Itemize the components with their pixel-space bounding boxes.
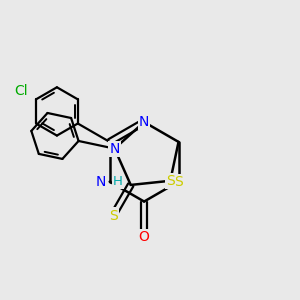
Text: S: S xyxy=(174,175,183,189)
Text: N: N xyxy=(139,115,149,129)
Text: N: N xyxy=(96,175,106,189)
Text: O: O xyxy=(139,230,149,244)
Text: S: S xyxy=(166,174,175,188)
Text: S: S xyxy=(109,208,117,223)
Text: Cl: Cl xyxy=(14,83,28,98)
Text: N: N xyxy=(110,142,120,156)
Text: H: H xyxy=(113,175,123,188)
